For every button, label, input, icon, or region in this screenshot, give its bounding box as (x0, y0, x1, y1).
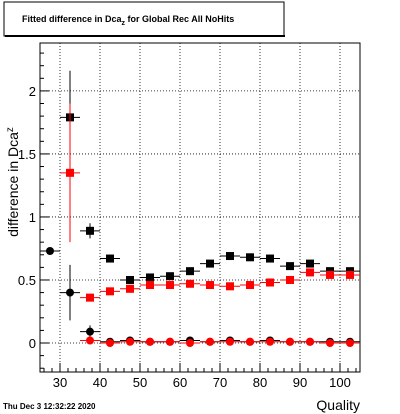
data-point (186, 267, 194, 276)
data-point (146, 281, 154, 290)
y-tick-label: 0.5 (18, 273, 36, 288)
data-marks (40, 70, 360, 348)
data-point (266, 337, 274, 346)
data-point (266, 278, 274, 287)
title-box-shadow (5, 35, 285, 37)
data-point (86, 293, 94, 302)
y-tick-label: 1.5 (18, 147, 36, 162)
data-point (326, 270, 334, 279)
axis-ticks: 30 40 50 60 70 80 90 100 0 0.5 1 1.5 2 (18, 52, 357, 390)
chart-title: Fitted difference in Dcaz for Global Rec… (22, 14, 234, 27)
data-point (226, 337, 234, 346)
data-point (106, 339, 114, 348)
data-point (226, 252, 234, 261)
data-point (286, 262, 294, 271)
x-tick-label: 100 (329, 375, 351, 390)
data-point (66, 288, 74, 297)
data-point (146, 273, 154, 282)
data-point (206, 337, 214, 346)
data-point (186, 339, 194, 348)
x-tick-label: 50 (133, 375, 147, 390)
data-point (206, 259, 214, 268)
data-point (46, 246, 54, 255)
y-tick-label: 1 (29, 210, 36, 225)
data-point (266, 254, 274, 263)
data-point (306, 337, 314, 346)
series-1 (60, 103, 360, 302)
data-point (166, 337, 174, 346)
x-tick-label: 60 (173, 375, 187, 390)
data-point (346, 270, 354, 279)
data-point (206, 281, 214, 290)
x-axis-label: Quality (316, 397, 360, 413)
x-tick-label: 30 (53, 375, 67, 390)
y-tick-label: 2 (29, 84, 36, 99)
x-tick-label: 80 (253, 375, 267, 390)
x-tick-label: 70 (213, 375, 227, 390)
data-point (126, 337, 134, 346)
y-tick-label: 0 (29, 336, 36, 351)
y-axis-label: difference in Dcaz (5, 127, 21, 237)
data-point (306, 259, 314, 268)
data-point (166, 272, 174, 281)
data-point (166, 281, 174, 290)
data-point (226, 282, 234, 291)
data-point (246, 253, 254, 262)
data-point (246, 337, 254, 346)
data-point (86, 327, 94, 336)
plot-frame (39, 42, 361, 373)
title-box (3, 1, 285, 37)
data-point (106, 254, 114, 263)
data-point (146, 337, 154, 346)
data-point (126, 275, 134, 284)
data-point (246, 281, 254, 290)
grid (40, 43, 360, 372)
data-point (86, 336, 94, 345)
timestamp: Thu Dec 3 12:32:22 2020 (3, 402, 96, 411)
data-point (66, 168, 74, 177)
data-point (126, 284, 134, 293)
series-3 (80, 336, 360, 348)
data-point (346, 339, 354, 348)
x-tick-label: 90 (293, 375, 307, 390)
data-point (186, 279, 194, 288)
data-point (106, 287, 114, 296)
x-tick-label: 40 (93, 375, 107, 390)
data-point (286, 275, 294, 284)
data-point (286, 337, 294, 346)
data-point (306, 268, 314, 277)
data-point (86, 226, 94, 235)
data-point (326, 339, 334, 348)
